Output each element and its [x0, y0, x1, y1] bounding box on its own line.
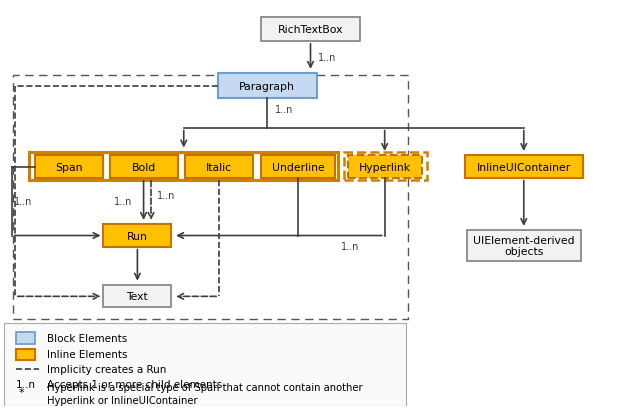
Text: Block Elements: Block Elements — [47, 333, 127, 343]
Text: Hyperlink is a special type of Span that cannot contain another
Hyperlink or Inl: Hyperlink is a special type of Span that… — [47, 382, 362, 405]
Text: Paragraph: Paragraph — [239, 81, 295, 91]
Text: 1..n: 1..n — [275, 105, 294, 115]
Bar — [16, 349, 35, 360]
Text: Implicity creates a Run: Implicity creates a Run — [47, 364, 166, 374]
Text: InlineUIContainer: InlineUIContainer — [477, 162, 571, 172]
Text: RichTextBox: RichTextBox — [278, 25, 343, 35]
Text: 1..n: 1..n — [114, 197, 132, 207]
Bar — [261, 156, 335, 178]
Text: Span: Span — [56, 162, 83, 172]
Text: 1..n: 1..n — [318, 53, 337, 63]
Bar — [261, 18, 360, 42]
Bar — [29, 153, 338, 180]
Text: Hyperlink: Hyperlink — [358, 162, 410, 172]
Bar — [4, 323, 406, 406]
Bar — [348, 156, 422, 178]
Bar — [16, 333, 35, 344]
Text: Run: Run — [127, 231, 148, 241]
Bar — [12, 76, 408, 319]
Text: 1..n: 1..n — [342, 241, 360, 251]
Text: Underline: Underline — [272, 162, 325, 172]
Text: UIElement-derived
objects: UIElement-derived objects — [473, 235, 574, 257]
Text: Inline Elements: Inline Elements — [47, 349, 127, 360]
Text: Accepts 1 or more child elements: Accepts 1 or more child elements — [47, 379, 222, 389]
Bar — [109, 156, 178, 178]
Bar — [466, 231, 581, 261]
Text: 1..n: 1..n — [14, 197, 33, 207]
Text: 1..n: 1..n — [157, 191, 176, 200]
Bar — [185, 156, 253, 178]
Bar — [344, 153, 427, 180]
Bar — [103, 225, 171, 247]
Bar — [103, 285, 171, 308]
Text: *: * — [19, 387, 24, 398]
Bar — [465, 156, 582, 178]
Text: Text: Text — [127, 292, 148, 301]
Text: Bold: Bold — [132, 162, 156, 172]
Text: Italic: Italic — [206, 162, 232, 172]
Bar — [218, 74, 317, 99]
Bar — [35, 156, 103, 178]
Text: 1..n: 1..n — [16, 379, 35, 389]
